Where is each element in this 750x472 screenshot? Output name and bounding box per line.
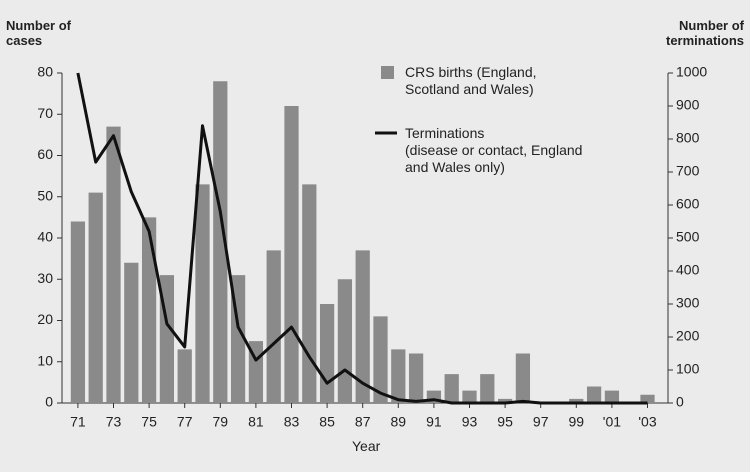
- y2-axis-title: Number of terminations: [665, 18, 744, 48]
- bar: [70, 221, 86, 403]
- y-axis-title: Number of cases: [6, 18, 71, 48]
- x-tick-label: 73: [106, 414, 122, 430]
- y2-tick-label: 300: [676, 295, 700, 311]
- x-tick-label: '03: [638, 414, 656, 430]
- x-tick-label: 89: [391, 414, 407, 430]
- y-tick-label: 70: [37, 105, 53, 121]
- x-tick-label: 83: [284, 414, 300, 430]
- legend-label: Terminations (disease or contact, Englan…: [405, 125, 583, 175]
- y2-tick-label: 0: [676, 394, 684, 410]
- y2-tick-label: 800: [676, 130, 700, 146]
- x-tick-label: 93: [462, 414, 478, 430]
- bar: [586, 386, 602, 403]
- x-tick-label: 99: [569, 414, 585, 430]
- bar: [124, 262, 139, 403]
- bar: [266, 250, 281, 403]
- y-tick-label: 30: [37, 270, 53, 286]
- bar: [284, 106, 299, 403]
- y2-tick-label: 200: [676, 328, 700, 344]
- y2-tick-label: 600: [676, 196, 700, 212]
- y2-tick-label: 1000: [676, 64, 707, 80]
- x-tick-label: 85: [319, 414, 335, 430]
- x-tick-label: 71: [70, 414, 86, 430]
- x-tick-label: 81: [248, 414, 264, 430]
- bar: [141, 217, 157, 403]
- x-tick-label: 75: [141, 414, 157, 430]
- y2-tick-label: 900: [676, 97, 700, 113]
- bar: [355, 250, 370, 403]
- x-tick-label: 79: [213, 414, 229, 430]
- bar: [569, 398, 584, 403]
- y2-tick-label: 100: [676, 361, 700, 377]
- bar: [497, 398, 513, 403]
- x-tick-label: 91: [426, 414, 442, 430]
- y-tick-label: 50: [37, 187, 53, 203]
- y-tick-label: 40: [37, 229, 53, 245]
- bar: [195, 184, 210, 403]
- legend-label: CRS births (England, Scotland and Wales): [405, 64, 537, 97]
- bar: [391, 349, 406, 403]
- y-tick-label: 0: [45, 394, 53, 410]
- bar: [408, 353, 424, 403]
- bar: [462, 390, 477, 403]
- y2-tick-label: 700: [676, 163, 700, 179]
- x-tick-label: '01: [603, 414, 621, 430]
- bar: [337, 279, 353, 403]
- bar: [444, 374, 459, 403]
- y2-tick-label: 400: [676, 262, 700, 278]
- x-axis-title: Year: [352, 438, 381, 454]
- x-tick-label: 87: [355, 414, 371, 430]
- bar: [319, 304, 335, 403]
- x-tick-label: 95: [497, 414, 513, 430]
- bar: [177, 349, 192, 403]
- bar: [640, 394, 655, 403]
- bar: [480, 374, 495, 403]
- y-tick-label: 10: [37, 352, 53, 368]
- line: [76, 72, 648, 405]
- y2-tick-label: 500: [676, 229, 700, 245]
- y-tick-label: 80: [37, 64, 53, 80]
- bar: [213, 81, 228, 403]
- x-tick-label: 77: [177, 414, 193, 430]
- bar: [373, 316, 388, 403]
- y-tick-label: 20: [37, 311, 53, 327]
- bar: [88, 192, 103, 403]
- y-tick-label: 60: [37, 146, 53, 162]
- bar: [302, 184, 317, 403]
- bar: [106, 126, 121, 403]
- x-tick-label: 97: [533, 414, 549, 430]
- bar: [515, 353, 531, 403]
- bar: [604, 390, 620, 403]
- legend-swatch: [381, 66, 394, 79]
